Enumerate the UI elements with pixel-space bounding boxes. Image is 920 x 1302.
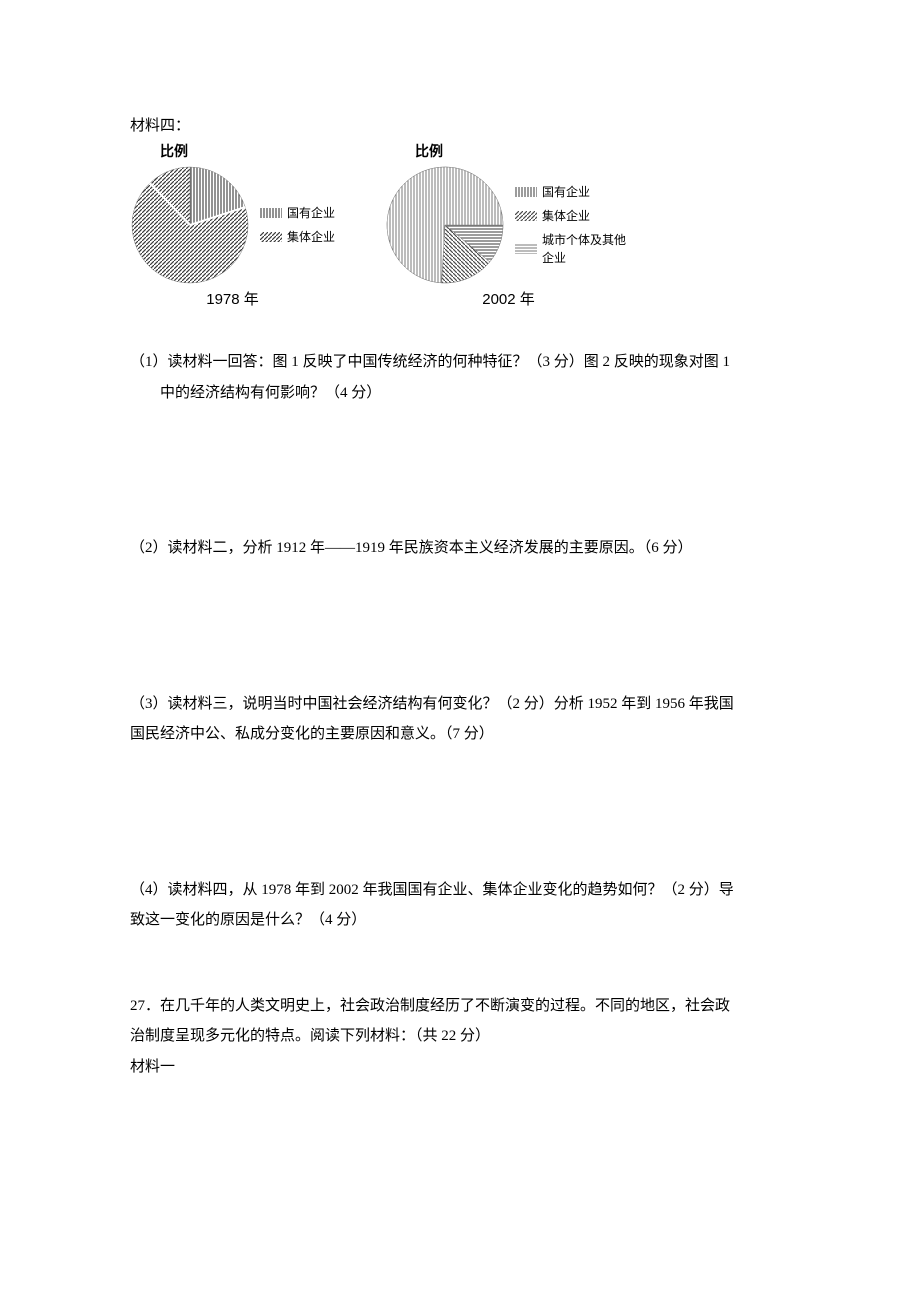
- chart-1978-row: 国有企业 集体企业: [130, 165, 335, 285]
- legend-label: 集体企业: [542, 207, 590, 225]
- legend-swatch-diagonal-icon: [515, 211, 537, 221]
- chart-2002-row: 国有企业 集体企业: [385, 165, 632, 285]
- legend-label: 城市个体及其他企业: [542, 231, 632, 267]
- answer-space-2: [130, 568, 800, 693]
- question-3-line2: 国民经济中公、私成分变化的主要原因和意义。（7 分）: [130, 723, 800, 746]
- legend-2002: 国有企业 集体企业: [515, 183, 632, 267]
- chart-2002-block: 比例: [385, 142, 632, 312]
- legend-item: 集体企业: [260, 228, 335, 246]
- question-27-material: 材料一: [130, 1056, 800, 1079]
- legend-item: 城市个体及其他企业: [515, 231, 632, 267]
- legend-1978: 国有企业 集体企业: [260, 204, 335, 246]
- legend-swatch-diagonal-icon: [260, 232, 282, 242]
- legend-swatch-vertical-icon: [515, 187, 537, 197]
- answer-space-3: [130, 754, 800, 879]
- question-4-line1: （4）读材料四，从 1978 年到 2002 年我国国有企业、集体企业变化的趋势…: [130, 879, 800, 902]
- pie-chart-2002: [385, 165, 505, 285]
- answer-space-1: [130, 412, 800, 537]
- chart-1978-title: 比例: [160, 142, 188, 163]
- chart-1978-block: 比例: [130, 142, 335, 312]
- question-4-line2: 致这一变化的原因是什么？（4 分）: [130, 909, 800, 932]
- question-27-line2: 治制度呈现多元化的特点。阅读下列材料：（共 22 分）: [130, 1025, 800, 1048]
- chart-2002-title: 比例: [415, 142, 443, 163]
- legend-item: 国有企业: [260, 204, 335, 222]
- chart-1978-year: 1978 年: [206, 289, 259, 312]
- legend-item: 国有企业: [515, 183, 632, 201]
- legend-label: 国有企业: [287, 204, 335, 222]
- question-1-line2: 中的经济结构有何影响？（4 分）: [130, 382, 800, 405]
- chart-2002-year: 2002 年: [482, 289, 535, 312]
- legend-swatch-vertical-icon: [260, 208, 282, 218]
- answer-space-4: [130, 940, 800, 995]
- charts-container: 比例: [130, 142, 800, 312]
- question-1-line1: （1）读材料一回答：图 1 反映了中国传统经济的何种特征？（3 分）图 2 反映…: [130, 351, 800, 374]
- pie-chart-1978: [130, 165, 250, 285]
- legend-label: 集体企业: [287, 228, 335, 246]
- question-3-line1: （3）读材料三，说明当时中国社会经济结构有何变化？（2 分）分析 1952 年到…: [130, 693, 800, 716]
- material-title: 材料四：: [130, 115, 800, 138]
- question-27-line1: 27．在几千年的人类文明史上，社会政治制度经历了不断演变的过程。不同的地区，社会…: [130, 995, 800, 1018]
- legend-item: 集体企业: [515, 207, 632, 225]
- legend-label: 国有企业: [542, 183, 590, 201]
- legend-swatch-horizontal-icon: [515, 244, 537, 254]
- question-2: （2）读材料二，分析 1912 年——1919 年民族资本主义经济发展的主要原因…: [130, 537, 800, 560]
